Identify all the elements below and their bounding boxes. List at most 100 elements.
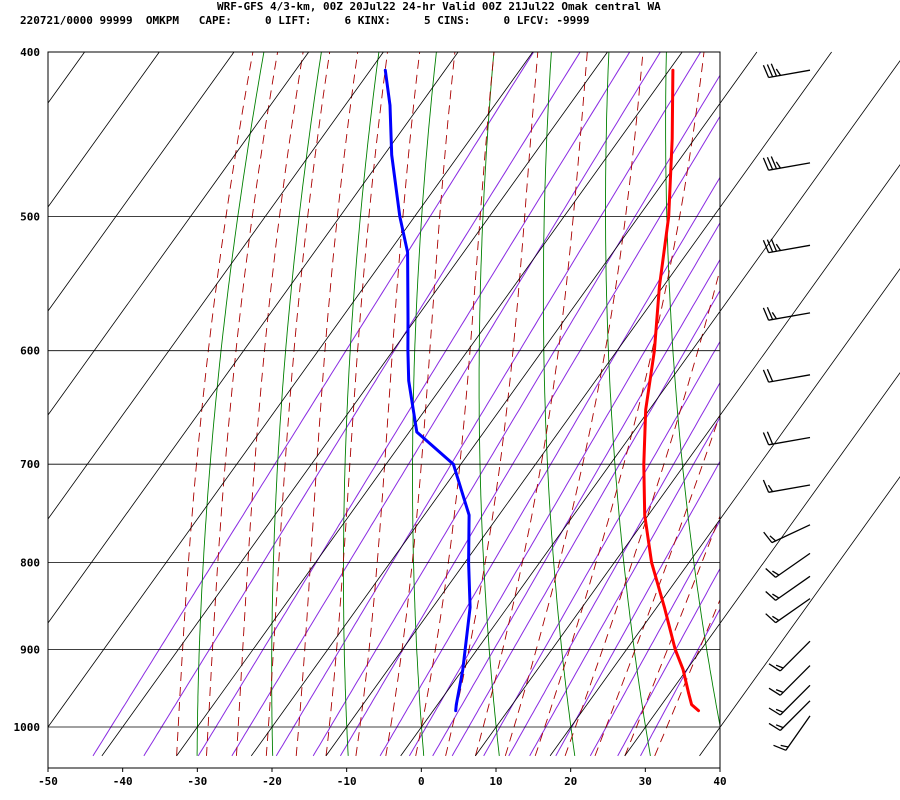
- dewpoint-point: [467, 513, 471, 517]
- wind-barb-feather: [775, 664, 784, 669]
- dewpoint-point: [415, 430, 418, 434]
- wind-barb-feather: [775, 724, 784, 729]
- mixing-ratio-line: [508, 381, 720, 757]
- y-tick-label: 600: [20, 345, 40, 358]
- wind-barb-feather: [763, 531, 773, 544]
- wind-barb: [762, 63, 811, 79]
- isotherm-line: [699, 476, 900, 757]
- isotherm-line: [47, 51, 235, 312]
- isotherm-line: [47, 51, 85, 104]
- wind-barb-feather: [769, 535, 777, 542]
- wind-barb-feather: [762, 432, 770, 446]
- wind-barb: [762, 479, 811, 493]
- wind-barb-feather: [775, 68, 782, 76]
- mixing-ratio-line: [408, 221, 720, 757]
- wind-barb-feather: [775, 243, 782, 251]
- y-tick-label: 900: [20, 643, 40, 656]
- temperature-point: [674, 648, 677, 651]
- temperature-point: [653, 349, 656, 352]
- dry-adiabat-line: [896, 43, 900, 756]
- wind-barb-feather: [775, 688, 784, 694]
- wind-barb-column: [762, 63, 811, 751]
- mixing-ratio-line: [555, 460, 720, 757]
- dry-adiabat-line: [605, 52, 651, 756]
- moist-adiabat-line: [325, 52, 388, 756]
- wind-barb-feather: [765, 568, 777, 578]
- wind-barb-shaft: [768, 436, 811, 446]
- wind-barb: [765, 598, 811, 624]
- x-tick-label: 0: [418, 775, 425, 788]
- dewpoint-point: [407, 379, 410, 382]
- x-tick-label: -30: [187, 775, 207, 788]
- dewpoint-point: [398, 215, 401, 218]
- wind-barb-feather: [766, 431, 774, 445]
- axis-tick-labels: 400 500 600 700 800 900 1000 -50 -40 -30 -20 -10 0 10…: [14, 46, 727, 788]
- dewpoint-point: [388, 104, 392, 107]
- wind-barb-feather: [762, 307, 770, 321]
- temperature-point: [681, 668, 685, 671]
- dry-adiabat-line: [724, 43, 802, 756]
- dry-adiabat-line: [542, 52, 576, 756]
- moist-adiabat-line: [176, 52, 254, 756]
- temperature-point: [663, 606, 666, 609]
- wind-barb: [768, 684, 811, 716]
- y-tick-label: 800: [20, 557, 40, 570]
- wind-barb: [762, 156, 811, 171]
- wind-barb-shaft: [771, 524, 811, 544]
- moist-adiabat-line: [385, 52, 456, 756]
- mixing-ratio-line: [339, 115, 720, 757]
- wind-barb-shaft: [775, 575, 811, 601]
- temperature-point: [658, 285, 661, 288]
- x-tick-label: 20: [564, 775, 577, 788]
- y-tick-label: 500: [20, 210, 40, 223]
- mixing-ratio-line: [451, 289, 720, 757]
- moist-adiabat-line: [564, 267, 720, 757]
- isotherm-line: [400, 60, 900, 757]
- temperature-point: [671, 137, 674, 140]
- moist-adiabat-line: [534, 52, 705, 757]
- moist-adiabat-line: [445, 52, 539, 757]
- dry-adiabat-line: [342, 52, 380, 756]
- wind-barb: [765, 552, 811, 578]
- wind-barb-feather: [770, 238, 778, 252]
- dewpoint-point: [455, 703, 458, 706]
- mixing-ratio-line: [589, 519, 720, 757]
- wind-barb-shaft: [775, 598, 811, 624]
- wind-barb-feather: [772, 615, 780, 621]
- temperature-point: [697, 709, 700, 712]
- y-tick-label: 1000: [14, 721, 41, 734]
- mixing-ratio-line: [529, 416, 720, 757]
- wind-barb: [762, 368, 811, 383]
- isotherm-line: [101, 51, 608, 757]
- sounding-indices-line: 220721/0000 99999 OMKPM CAPE: 0 LIFT: 6 …: [20, 14, 590, 27]
- chart-title: WRF-GFS 4/3-km, 00Z 20Jul22 24-hr Valid …: [217, 0, 661, 13]
- mixing-ratio-line: [640, 608, 720, 757]
- plot-frame: [47, 51, 721, 769]
- dewpoint-profile-line: [383, 68, 472, 713]
- moist-adiabat-line: [265, 52, 331, 756]
- wind-barb-shaft: [768, 244, 811, 254]
- wind-barb-feather: [766, 368, 774, 382]
- dewpoint-point: [461, 668, 464, 671]
- dewpoint-point: [406, 318, 410, 321]
- wind-barb-feather: [767, 484, 774, 492]
- wind-barb-feather: [762, 479, 770, 493]
- wind-barb-feather: [766, 306, 774, 320]
- wind-barb-shaft: [768, 312, 811, 321]
- x-tick-label: -20: [262, 775, 282, 788]
- thermodynamic-background-lines: [92, 43, 900, 757]
- wind-barb-shaft: [779, 684, 811, 716]
- wind-barb-shaft: [785, 715, 811, 751]
- wind-barb-feather: [765, 613, 777, 624]
- dewpoint-point: [406, 349, 410, 352]
- wind-barb-shaft: [768, 374, 811, 383]
- x-tick-label: 10: [489, 775, 502, 788]
- temperature-point: [642, 463, 645, 466]
- mixing-ratio-line: [92, 52, 535, 757]
- moist-adiabat-line: [474, 52, 588, 757]
- wind-barb-feather: [762, 64, 770, 78]
- wind-barb: [768, 640, 811, 672]
- mixing-ratio-line: [379, 176, 720, 757]
- wind-barb-shaft: [768, 484, 811, 493]
